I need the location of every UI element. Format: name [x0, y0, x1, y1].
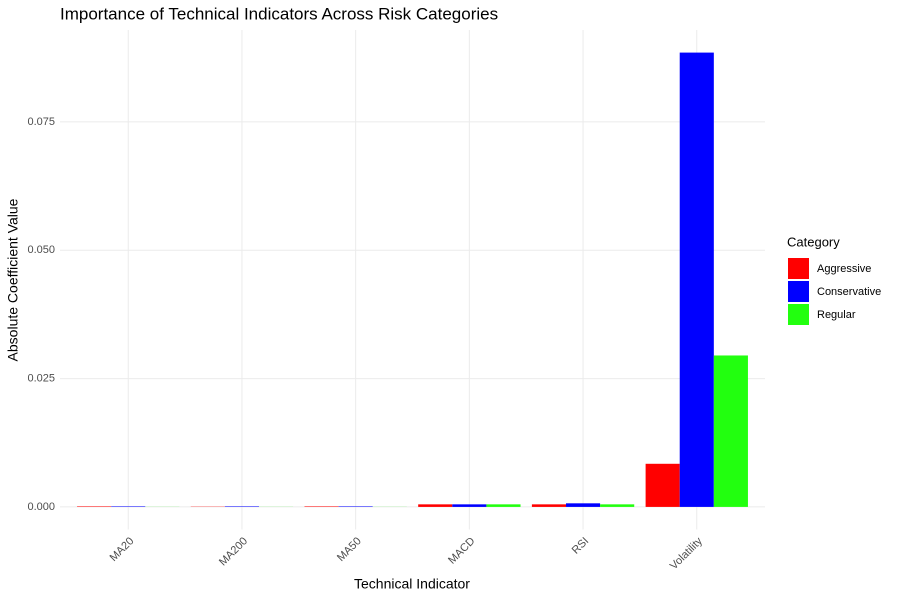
bar	[600, 504, 635, 507]
bar	[713, 355, 748, 507]
x-tick-label: RSI	[570, 535, 591, 556]
bar	[418, 504, 453, 507]
y-axis-title: Absolute Coefficient Value	[5, 198, 21, 361]
legend-label: Regular	[817, 309, 856, 321]
bar	[304, 506, 339, 507]
x-tick-label: MA50	[335, 535, 364, 564]
x-tick-label: Volatility	[668, 535, 705, 572]
legend-swatch	[788, 258, 809, 279]
y-tick-label: 0.050	[27, 244, 55, 256]
legend-swatch	[788, 304, 809, 325]
bar	[566, 503, 601, 507]
bar	[111, 506, 146, 507]
bar	[486, 504, 521, 507]
legend-swatch	[788, 281, 809, 302]
bar	[224, 506, 259, 507]
bar	[645, 463, 680, 507]
bar	[452, 504, 487, 507]
legend-title: Category	[787, 234, 840, 249]
x-axis-title: Technical Indicator	[354, 576, 470, 592]
legend-label: Conservative	[817, 286, 881, 298]
x-tick-label: MA200	[217, 535, 250, 568]
bar	[338, 506, 373, 507]
y-tick-label: 0.000	[27, 501, 55, 513]
y-tick-label: 0.025	[27, 372, 55, 384]
bar	[531, 504, 567, 507]
bar	[77, 506, 112, 507]
x-tick-label: MA20	[108, 535, 137, 564]
legend-label: Aggressive	[817, 263, 871, 275]
y-tick-label: 0.075	[27, 116, 55, 128]
x-tick-label: MACD	[446, 535, 477, 566]
chart-title: Importance of Technical Indicators Acros…	[60, 4, 498, 23]
bar	[679, 52, 714, 507]
